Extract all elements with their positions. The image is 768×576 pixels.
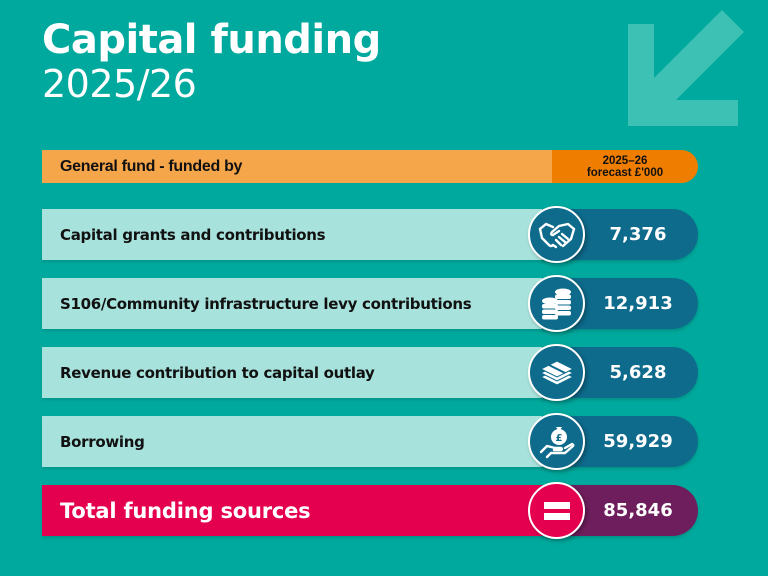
hand-money-bag-icon: £	[528, 413, 585, 470]
table-row: Revenue contribution to capital outlay 5…	[42, 344, 698, 401]
row-label: Revenue contribution to capital outlay	[42, 347, 558, 398]
page-title: Capital funding 2025/26	[42, 18, 381, 106]
header-column: 2025–26 forecast £'000	[552, 150, 698, 183]
table-row: Capital grants and contributions 7,376	[42, 206, 698, 263]
table-row: Borrowing 59,929 £	[42, 413, 698, 470]
total-label: Total funding sources	[42, 485, 558, 536]
header-label: General fund - funded by	[42, 150, 554, 183]
coin-stacks-icon	[528, 275, 585, 332]
arrow-down-left-icon	[628, 10, 744, 126]
title-main: Capital funding	[42, 17, 381, 63]
equals-icon	[528, 482, 585, 539]
table-row: S106/Community infrastructure levy contr…	[42, 275, 698, 332]
header-column-line2: forecast £'000	[586, 166, 664, 179]
total-row: Total funding sources 85,846	[42, 482, 698, 539]
title-year: 2025/26	[42, 62, 197, 106]
banknotes-stack-icon	[528, 344, 585, 401]
header-column-line1: 2025–26	[602, 154, 648, 167]
table-header: General fund - funded by 2025–26 forecas…	[42, 150, 698, 183]
row-label: Capital grants and contributions	[42, 209, 558, 260]
handshake-icon	[528, 206, 585, 263]
svg-text:£: £	[555, 433, 562, 444]
row-label: S106/Community infrastructure levy contr…	[42, 278, 558, 329]
row-label: Borrowing	[42, 416, 558, 467]
